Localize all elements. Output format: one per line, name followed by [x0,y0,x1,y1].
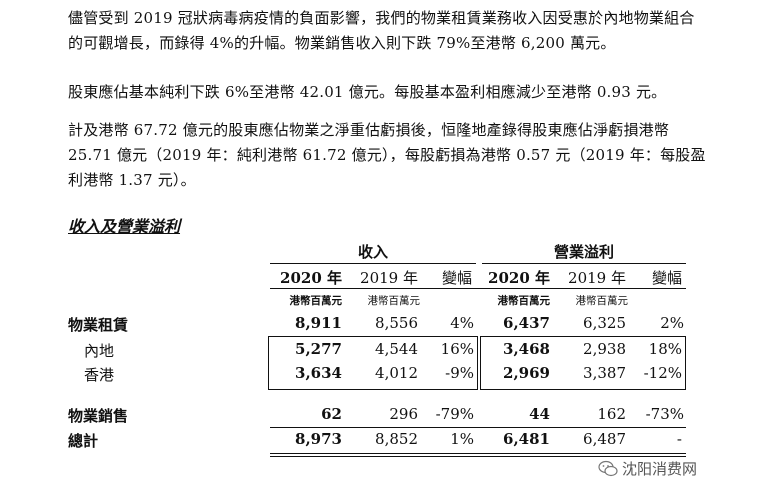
total-profit-2020: 6,481 [503,430,550,448]
leasing-revenue-2019: 8,556 [375,314,418,332]
profit-breakdown-box [480,336,686,390]
leasing-revenue-2020: 8,911 [295,314,342,332]
leasing-profit-2020: 6,437 [503,314,550,332]
profit-header-rule [482,263,686,264]
revenue-2019-unit: 港幣百萬元 [367,295,421,307]
total-profit-2019: 6,487 [583,430,626,448]
total-revenue-2020: 8,973 [295,430,342,448]
hongkong-revenue-2020: 3,634 [295,364,342,382]
profit-2019-unit: 港幣百萬元 [575,295,629,307]
profit-paragraph: 股東應佔基本純利下跌 6%至港幣 42.01 億元。每股基本盈利相應減少至港幣 … [68,83,667,101]
sales-profit-2020: 44 [529,405,550,423]
hongkong-revenue-change: -9% [445,364,474,382]
total-top-rule [270,427,686,428]
sales-profit-2019: 162 [597,405,626,423]
hongkong-profit-2020: 2,969 [503,364,550,382]
mainland-revenue-2019: 4,544 [375,340,418,358]
revenue-2020-header: 2020 年 [280,269,342,287]
leasing-revenue-change: 4% [450,314,474,332]
leasing-profit-2019: 6,325 [583,314,626,332]
revenue-header-rule [270,263,476,264]
table-title: 收入及營業溢利 [68,217,181,236]
double-rule-bottom [270,456,686,457]
hongkong-profit-change: -12% [643,364,682,382]
mainland-profit-2020: 3,468 [503,340,550,358]
loss-paragraph: 計及港幣 67.72 億元的股東應佔物業之淨重估虧損後，恒隆地產錄得股東應佔淨虧… [68,121,706,189]
sales-revenue-2020: 62 [321,405,342,423]
mainland-profit-2019: 2,938 [583,340,626,358]
hongkong-revenue-2019: 4,012 [375,364,418,382]
sales-profit-change: -73% [645,405,684,423]
total-revenue-change: 1% [450,430,474,448]
revenue-breakdown-box [268,336,478,390]
mainland-profit-change: 18% [648,340,682,358]
column-header-rule [270,288,686,289]
mainland-revenue-change: 16% [440,340,474,358]
mainland-revenue-2020: 5,277 [295,340,342,358]
hongkong-profit-2019: 3,387 [583,364,626,382]
intro-paragraph: 儘管受到 2019 冠狀病毒病疫情的負面影響，我們的物業租賃業務收入因受惠於內地… [68,9,695,52]
revenue-change-header: 變幅 [441,269,472,287]
revenue-2019-header: 2019 年 [360,269,418,287]
row-label-total: 總計 [68,432,99,450]
row-label-mainland: 內地 [84,342,115,360]
profit-2020-header: 2020 年 [488,269,550,287]
profit-change-header: 變幅 [651,269,682,287]
revenue-2020-unit: 港幣百萬元 [289,295,343,307]
row-label-sales: 物業銷售 [68,407,129,425]
profit-group-header: 營業溢利 [553,243,614,261]
leasing-profit-change: 2% [660,314,684,332]
profit-2019-header: 2019 年 [568,269,626,287]
revenue-group-header: 收入 [357,243,388,261]
row-label-hongkong: 香港 [84,366,115,384]
total-revenue-2019: 8,852 [375,430,418,448]
profit-2020-unit: 港幣百萬元 [497,295,551,307]
sales-revenue-change: -79% [435,405,474,423]
watermark-text: 沈阳消费网 [622,460,698,478]
sales-revenue-2019: 296 [389,405,418,423]
wechat-icon [598,460,618,476]
double-rule-top [270,453,686,454]
row-label-leasing: 物業租賃 [68,316,129,334]
watermark: 沈阳消费网 [598,458,697,479]
total-profit-change: - [676,430,682,448]
